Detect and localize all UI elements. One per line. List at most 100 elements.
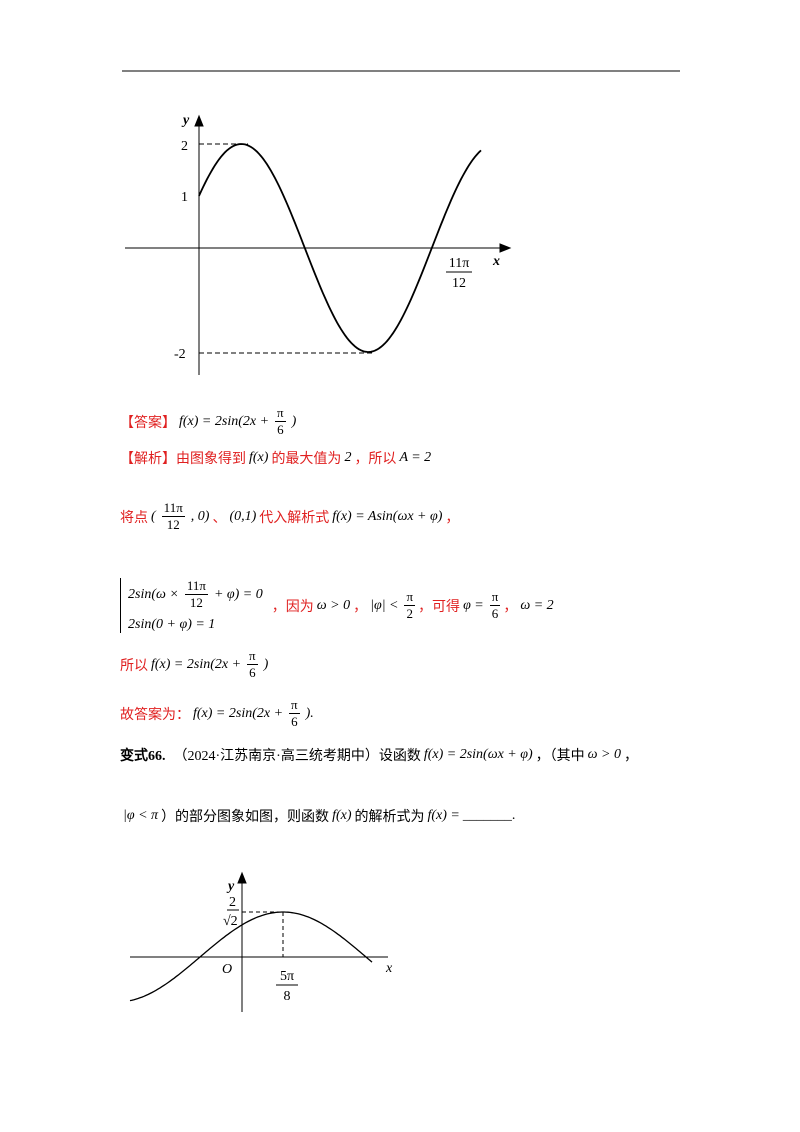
equation-system: 2sin(ω × 11π 12 + φ) = 0 2sin(0 + φ) = 1 [120,578,266,633]
fraction-part: π [247,648,258,665]
text-line: 【答案】 f(x) = 2sin(2x + π 6) [120,405,299,438]
arrow [237,871,247,884]
arrow [499,243,512,253]
fraction-part: 12 [166,517,180,532]
text: ，所以 [354,452,397,467]
origin-label: O [222,962,232,977]
text: 2sin(0 + φ) = 1 [128,617,216,632]
text-line: 2sin(ω × 11π 12 + φ) = 0 2sin(0 + φ) = 1 ，因为 ω… [120,578,557,633]
text: （2024·江苏南京·高三统考期中）设函数 [173,749,421,764]
text: (0,1) [229,508,257,524]
text: φ = [463,597,484,613]
text: ω > 0 [316,597,351,613]
text: 所以 [120,658,148,674]
fraction-part: 6 [277,422,284,437]
text: ）的部分图象如图，则函数 [161,810,330,825]
fraction-part: 12 [189,595,203,610]
text: ). [305,705,314,721]
fraction-part: 6 [249,665,256,680]
tick-label: √2 [223,914,238,929]
tick-label: 5π [280,969,294,984]
text-line: |φ < π ）的部分图象如图，则函数 f(x) 的解析式为 f(x) = _______… [120,806,515,826]
arrow [194,114,204,127]
text: A = 2 [399,450,432,465]
curve [129,911,373,1002]
text: ，（其中 [535,749,585,764]
text: f(x) [249,450,269,465]
text: f(x) = Asin(ωx + φ) [332,508,443,524]
fraction-part: 6 [491,606,499,621]
text: ， [503,599,518,615]
text: ，可得 [418,599,461,615]
tick-label: 8 [284,989,291,1004]
text: f(x) = [427,808,460,823]
text: f(x) = 2sin(2x + [193,705,284,721]
tick-label: 12 [452,276,466,291]
text: 变式66. [120,749,166,764]
curve [198,143,482,353]
axis-label: x [492,254,500,269]
text: ，因为 [271,599,314,615]
text: f(x) = 2sin(2x + [179,413,270,429]
text: ( [151,508,156,524]
fraction-part: 2 [406,606,414,621]
axis-label: y [181,113,190,128]
text: 【答案】 [120,415,176,431]
text-line: 变式66. （2024·江苏南京·高三统考期中）设函数 f(x) = 2sin(ωx… [120,745,638,765]
tick-label: 2 [229,895,236,910]
equation: 2sin(ω × 11π 12 + φ) = 0 [125,578,266,611]
text: 将点 [120,510,148,526]
axis-label: x [385,961,393,976]
fraction: 11π 12 [161,500,185,533]
text: 的解析式为 [354,810,425,825]
text: , 0) [190,508,210,524]
text-line: 【解析】由图象得到 f(x) 的最大值为 2 ，所以 A = 2 [120,448,434,468]
fraction-part: π [404,589,416,606]
text: + φ) = 0 [213,586,263,602]
text: f(x) = 2sin(ωx + φ) [423,747,533,762]
text: ω > 0 [587,747,621,762]
text: 代入解析式 [259,510,330,526]
text: 故答案为： [120,707,190,723]
text: 【解析】由图象得到 [120,452,246,467]
tick-label: -2 [174,347,186,362]
axis-label: y [226,879,235,894]
figure-2 [129,871,388,1012]
text: ) [263,656,269,672]
text-line: 所以 f(x) = 2sin(2x + π 6) [120,648,271,681]
text: ) [291,413,297,429]
fraction-part: 11π [184,578,208,595]
text: ω = 2 [520,597,554,613]
text: 2sin(ω × [128,586,179,602]
tick-label: 1 [181,190,188,205]
text: |φ < π [123,808,159,823]
fraction: 11π 12 [184,578,208,611]
text: 、 [212,510,227,526]
text: f(x) [332,808,352,823]
text: f(x) = 2sin(2x + [151,656,242,672]
fraction-part: 6 [291,714,298,729]
equation: 2sin(0 + φ) = 1 [125,617,266,633]
fraction-part: π [289,697,300,714]
text: _______. [462,808,516,823]
text: 的最大值为 [271,452,342,467]
fraction-part: π [275,405,286,422]
text: 2 [344,450,352,465]
fraction-part: 11π [161,500,185,517]
text: |φ| < [370,597,399,613]
figure-1 [125,114,512,375]
tick-label: 11π [449,256,470,271]
text-line: 将点(11π 12 , 0)、 (0,1) 代入解析式 f(x) = Asin(ωx + … [120,500,459,533]
text: ， [445,510,460,526]
text: ， [353,599,368,615]
text-line: 故答案为： f(x) = 2sin(2x + π 6). [120,697,317,730]
fraction-part: π [489,589,501,606]
text: ， [624,749,638,764]
